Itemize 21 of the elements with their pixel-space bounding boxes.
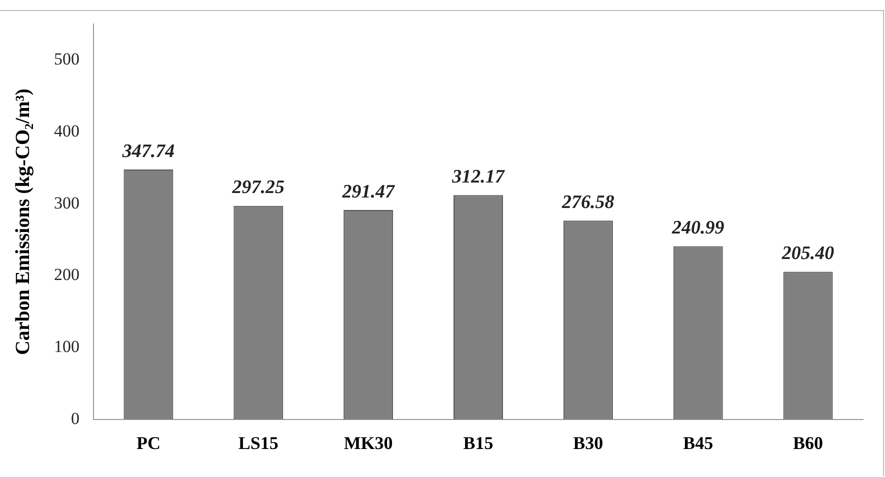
y-tick-label: 500	[54, 50, 80, 69]
x-tick-label: MK30	[344, 432, 393, 453]
x-tick-label: B30	[573, 432, 604, 453]
y-tick-label: 300	[54, 193, 80, 212]
data-label: 312.17	[451, 166, 506, 188]
data-label: 276.58	[561, 192, 615, 214]
x-tick-label: PC	[136, 432, 160, 453]
x-tick-label: LS15	[238, 432, 278, 453]
x-tick-label: B45	[683, 432, 714, 453]
data-label: 205.40	[780, 243, 835, 264]
y-tick-label: 400	[54, 121, 80, 140]
y-tick-label: 0	[71, 408, 80, 428]
x-tick-label: B15	[463, 432, 494, 453]
y-tick-label: 100	[54, 337, 80, 356]
y-axis-title: Carbon Emissions (kg-CO₂/m³)	[12, 88, 34, 356]
y-tick-label: 200	[54, 265, 80, 284]
data-label: 297.25	[231, 177, 286, 198]
x-tick-label: B60	[793, 432, 824, 453]
data-label: 291.47	[341, 181, 396, 202]
data-label: 347.74	[121, 140, 175, 162]
data-label: 240.99	[670, 218, 725, 239]
